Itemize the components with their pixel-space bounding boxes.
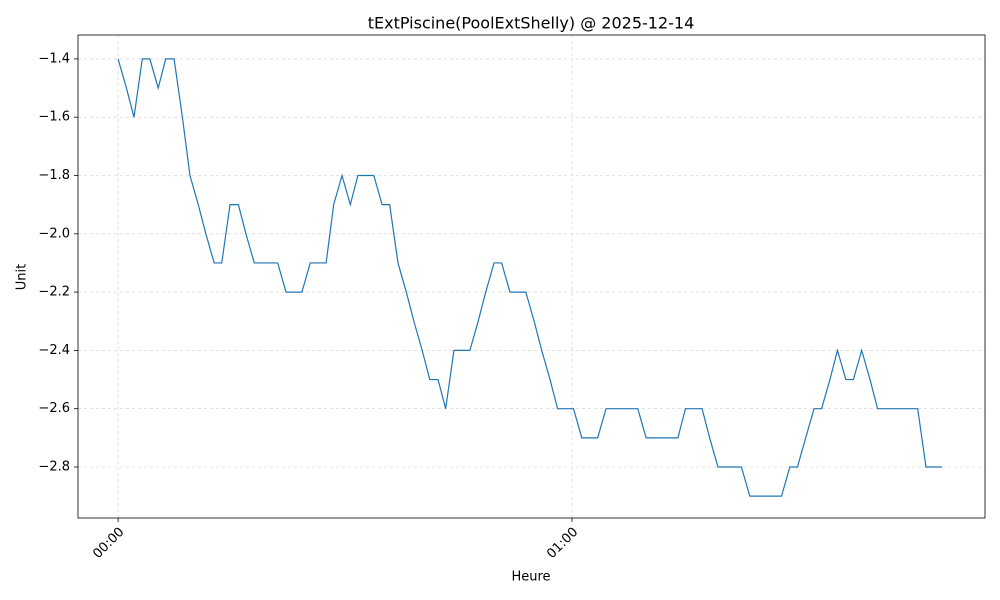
x-tick-label: 00:00 — [90, 525, 127, 562]
x-axis-label: Heure — [511, 570, 550, 585]
y-axis-label: Unit — [15, 264, 30, 290]
y-tick-label: −1.4 — [38, 51, 70, 66]
y-tick-label: −2.6 — [38, 401, 70, 416]
x-tick-label: 01:00 — [544, 525, 581, 562]
chart-title: tExtPiscine(PoolExtShelly) @ 2025-12-14 — [368, 14, 695, 33]
y-tick-label: −2.4 — [38, 343, 70, 358]
y-tick-label: −2.8 — [38, 459, 70, 474]
plot-frame — [77, 34, 986, 519]
data-line — [117, 58, 942, 497]
y-tick-label: −2.0 — [38, 226, 70, 241]
y-tick-label: −2.2 — [38, 285, 70, 300]
y-tick-label: −1.8 — [38, 168, 70, 183]
y-tick-label: −1.6 — [38, 110, 70, 125]
